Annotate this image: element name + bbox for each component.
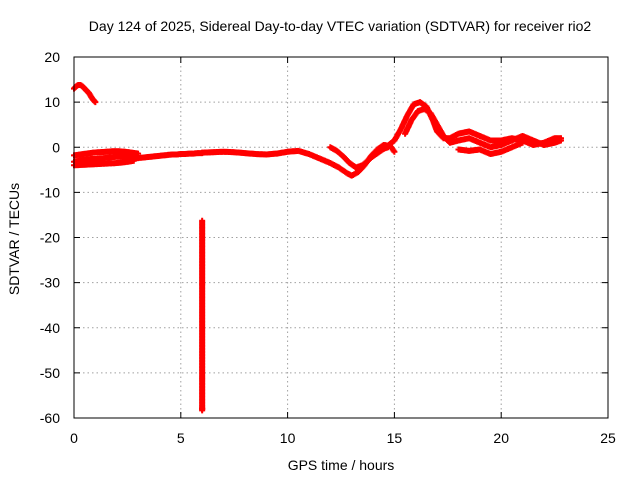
y-tick-label: -40 (40, 320, 60, 336)
tick-layer: 0 5 10 15 20 25 -60 -50 -40 -30 -20 -10 0 10 20 (40, 49, 616, 446)
x-tick-label: 5 (177, 430, 185, 446)
x-tick-label: 0 (70, 430, 78, 446)
x-tick-label: 15 (387, 430, 403, 446)
data-point (199, 405, 206, 412)
chart-title: Day 124 of 2025, Sidereal Day-to-day VTE… (89, 18, 592, 34)
y-tick-label: 20 (44, 49, 60, 65)
data-point (558, 137, 565, 144)
x-tick-label: 25 (600, 430, 616, 446)
data-point (92, 99, 99, 106)
x-tick-label: 10 (280, 430, 296, 446)
data-point (391, 148, 398, 155)
x-axis-label: GPS time / hours (288, 457, 395, 473)
data-layer (71, 81, 565, 414)
grid-layer (74, 57, 608, 418)
y-axis-label: SDTVAR / TECUs (6, 183, 22, 295)
y-tick-label: -60 (40, 410, 60, 426)
data-point (130, 157, 137, 164)
data-point (519, 139, 526, 146)
series-sdtvar (71, 81, 565, 179)
y-tick-label: 10 (44, 94, 60, 110)
series-outliers (199, 217, 206, 414)
y-tick-label: -50 (40, 365, 60, 381)
y-tick-label: -30 (40, 275, 60, 291)
data-point (135, 150, 142, 157)
y-tick-label: -10 (40, 184, 60, 200)
x-tick-label: 20 (493, 430, 509, 446)
y-tick-label: 0 (52, 139, 60, 155)
y-tick-label: -20 (40, 230, 60, 246)
